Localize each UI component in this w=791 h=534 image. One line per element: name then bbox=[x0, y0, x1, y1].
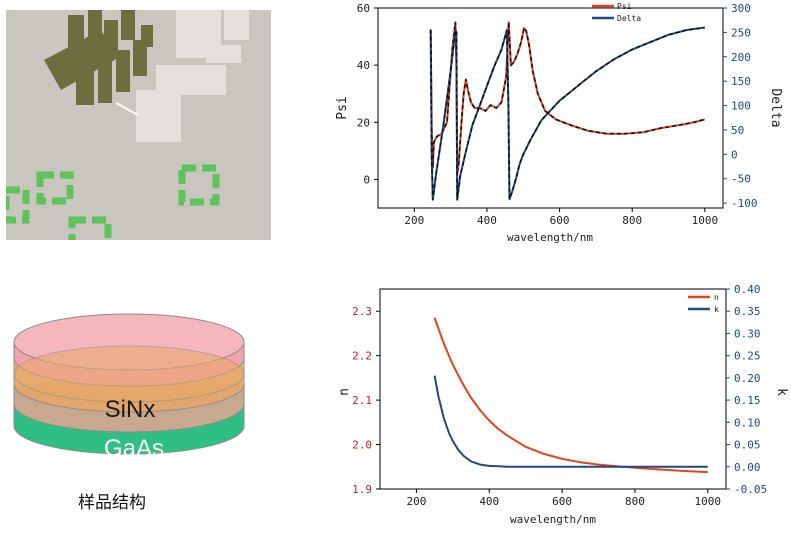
series-psi-fit-line bbox=[429, 22, 706, 174]
top-layer bbox=[13, 313, 245, 403]
right-y-tick-label: 100 bbox=[731, 100, 751, 113]
x-axis-label: wavelength/nm bbox=[507, 231, 593, 244]
n-k-chart: 200 400 600 800 1000 1.9 2.0 2.1 2.2 2.3 -0.05 0.… bbox=[337, 283, 789, 526]
right-y-tick-label: -50 bbox=[731, 173, 751, 186]
series-k-line bbox=[433, 375, 708, 468]
right-y-ticks: -0.05 0.00 0.05 0.10 0.15 0.20 0.25 0.30 0.35 0.4… bbox=[726, 283, 767, 496]
micrograph-image bbox=[6, 10, 271, 240]
series-n-line bbox=[433, 317, 708, 474]
right-y-tick-label: 0.30 bbox=[734, 327, 761, 340]
right-y-tick-label: 0.25 bbox=[734, 350, 761, 363]
x-axis-label: wavelength/nm bbox=[510, 513, 596, 526]
series-psi-line bbox=[429, 21, 706, 175]
right-y-tick-label: 50 bbox=[731, 124, 744, 137]
right-y-tick-label: 0.40 bbox=[734, 283, 761, 296]
right-y-tick-label: -100 bbox=[731, 197, 758, 210]
legend-label-n: n bbox=[714, 293, 719, 302]
legend-label-k: k bbox=[714, 305, 719, 314]
right-y-axis-label: k bbox=[774, 388, 789, 396]
left-y-tick-label: 60 bbox=[357, 2, 370, 15]
x-tick-label: 200 bbox=[406, 495, 426, 508]
psi-delta-chart: 200 400 600 800 1000 0 20 40 60 -100 -50 0 50 100 15… bbox=[335, 2, 783, 244]
legend-label-delta: Delta bbox=[617, 14, 641, 23]
sample-structure-diagram: SiNx GaAs bbox=[13, 313, 245, 462]
x-tick-label: 200 bbox=[404, 214, 424, 227]
right-y-tick-label: 0.35 bbox=[734, 305, 761, 318]
gaas-label: GaAs bbox=[104, 435, 164, 462]
legend: n k bbox=[688, 293, 719, 314]
right-y-tick-label: -0.05 bbox=[734, 483, 767, 496]
left-y-tick-label: 20 bbox=[357, 116, 370, 129]
series-delta-line bbox=[429, 26, 705, 201]
probe-line bbox=[115, 102, 139, 116]
sinx-label: SiNx bbox=[105, 396, 156, 423]
right-y-tick-label: 250 bbox=[731, 26, 751, 39]
x-tick-label: 1000 bbox=[692, 214, 719, 227]
right-y-tick-label: 0.20 bbox=[734, 372, 761, 385]
x-ticks: 200 400 600 800 1000 bbox=[406, 489, 721, 508]
x-tick-label: 600 bbox=[550, 214, 570, 227]
right-y-ticks: -100 -50 0 50 100 150 200 250 300 bbox=[723, 2, 758, 210]
left-y-tick-label: 40 bbox=[357, 59, 370, 72]
right-y-tick-label: 0.00 bbox=[734, 461, 761, 474]
left-y-tick-label: 2.1 bbox=[352, 394, 372, 407]
x-tick-label: 800 bbox=[625, 495, 645, 508]
right-y-tick-label: 200 bbox=[731, 51, 751, 64]
series-group bbox=[429, 21, 706, 201]
plot-frame bbox=[379, 288, 727, 490]
dark-pads bbox=[44, 10, 153, 105]
x-tick-label: 400 bbox=[477, 214, 497, 227]
x-tick-label: 400 bbox=[479, 495, 499, 508]
left-y-axis-label: n bbox=[337, 388, 352, 396]
right-y-tick-label: 0 bbox=[731, 148, 738, 161]
left-y-ticks: 0 20 40 60 bbox=[357, 2, 378, 186]
left-y-tick-label: 1.9 bbox=[352, 483, 372, 496]
series-delta-fit-line bbox=[429, 26, 705, 200]
right-y-tick-label: 150 bbox=[731, 75, 751, 88]
legend: Psi Delta bbox=[592, 2, 641, 23]
left-y-tick-label: 0 bbox=[363, 173, 370, 186]
right-y-tick-label: 0.15 bbox=[734, 394, 761, 407]
right-y-tick-label: 0.05 bbox=[734, 439, 761, 452]
right-y-tick-label: 0.10 bbox=[734, 416, 761, 429]
legend-label-psi: Psi bbox=[617, 2, 632, 11]
inner-surface bbox=[13, 345, 245, 403]
series-group bbox=[433, 317, 708, 474]
left-y-axis-label: Psi bbox=[335, 96, 350, 119]
sample-structure-caption: 样品结构 bbox=[78, 493, 146, 513]
green-pads bbox=[6, 164, 220, 240]
left-y-tick-label: 2.0 bbox=[352, 439, 372, 452]
light-pads bbox=[136, 10, 249, 142]
left-y-ticks: 1.9 2.0 2.1 2.2 2.3 bbox=[352, 305, 380, 496]
x-ticks: 200 400 600 800 1000 bbox=[404, 208, 718, 227]
x-tick-label: 800 bbox=[622, 214, 642, 227]
right-y-axis-label: Delta bbox=[768, 88, 783, 127]
x-tick-label: 600 bbox=[552, 495, 572, 508]
plot-frame bbox=[377, 7, 724, 209]
left-y-tick-label: 2.3 bbox=[352, 305, 372, 318]
x-tick-label: 1000 bbox=[695, 495, 722, 508]
left-y-tick-label: 2.2 bbox=[352, 350, 372, 363]
right-y-tick-label: 300 bbox=[731, 2, 751, 15]
